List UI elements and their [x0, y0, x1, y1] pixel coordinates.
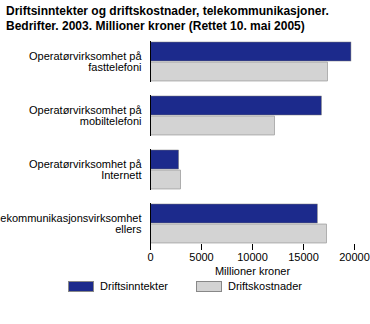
svg-text:15000: 15000: [288, 251, 319, 263]
svg-text:Operatørvirksomhet påInternett: Operatørvirksomhet påInternett: [29, 158, 142, 181]
html-text:Driftsinntekter og driftskostn: Driftsinntekter og driftskostnader, tele…: [6, 4, 329, 33]
svg-text:Telekommunikasjonsvirksomhetel: Telekommunikasjonsvirksomhetellers: [0, 212, 142, 235]
html-text:Driftskostnader: Driftskostnader: [227, 280, 302, 292]
svg-text:20000: 20000: [339, 251, 370, 263]
svg-text:Operatørvirksomhet påfasttelef: Operatørvirksomhet påfasttelefoni: [29, 50, 142, 73]
svg-text:Operatørvirksomhet påmobiltele: Operatørvirksomhet påmobiltelefoni: [29, 104, 142, 127]
html-text:Driftsinntekter: Driftsinntekter: [100, 280, 168, 292]
svg-text:5000: 5000: [189, 251, 213, 263]
svg-text:0: 0: [147, 251, 153, 263]
svg-text:Millioner kroner: Millioner kroner: [215, 265, 291, 277]
svg-text:10000: 10000: [237, 251, 268, 263]
